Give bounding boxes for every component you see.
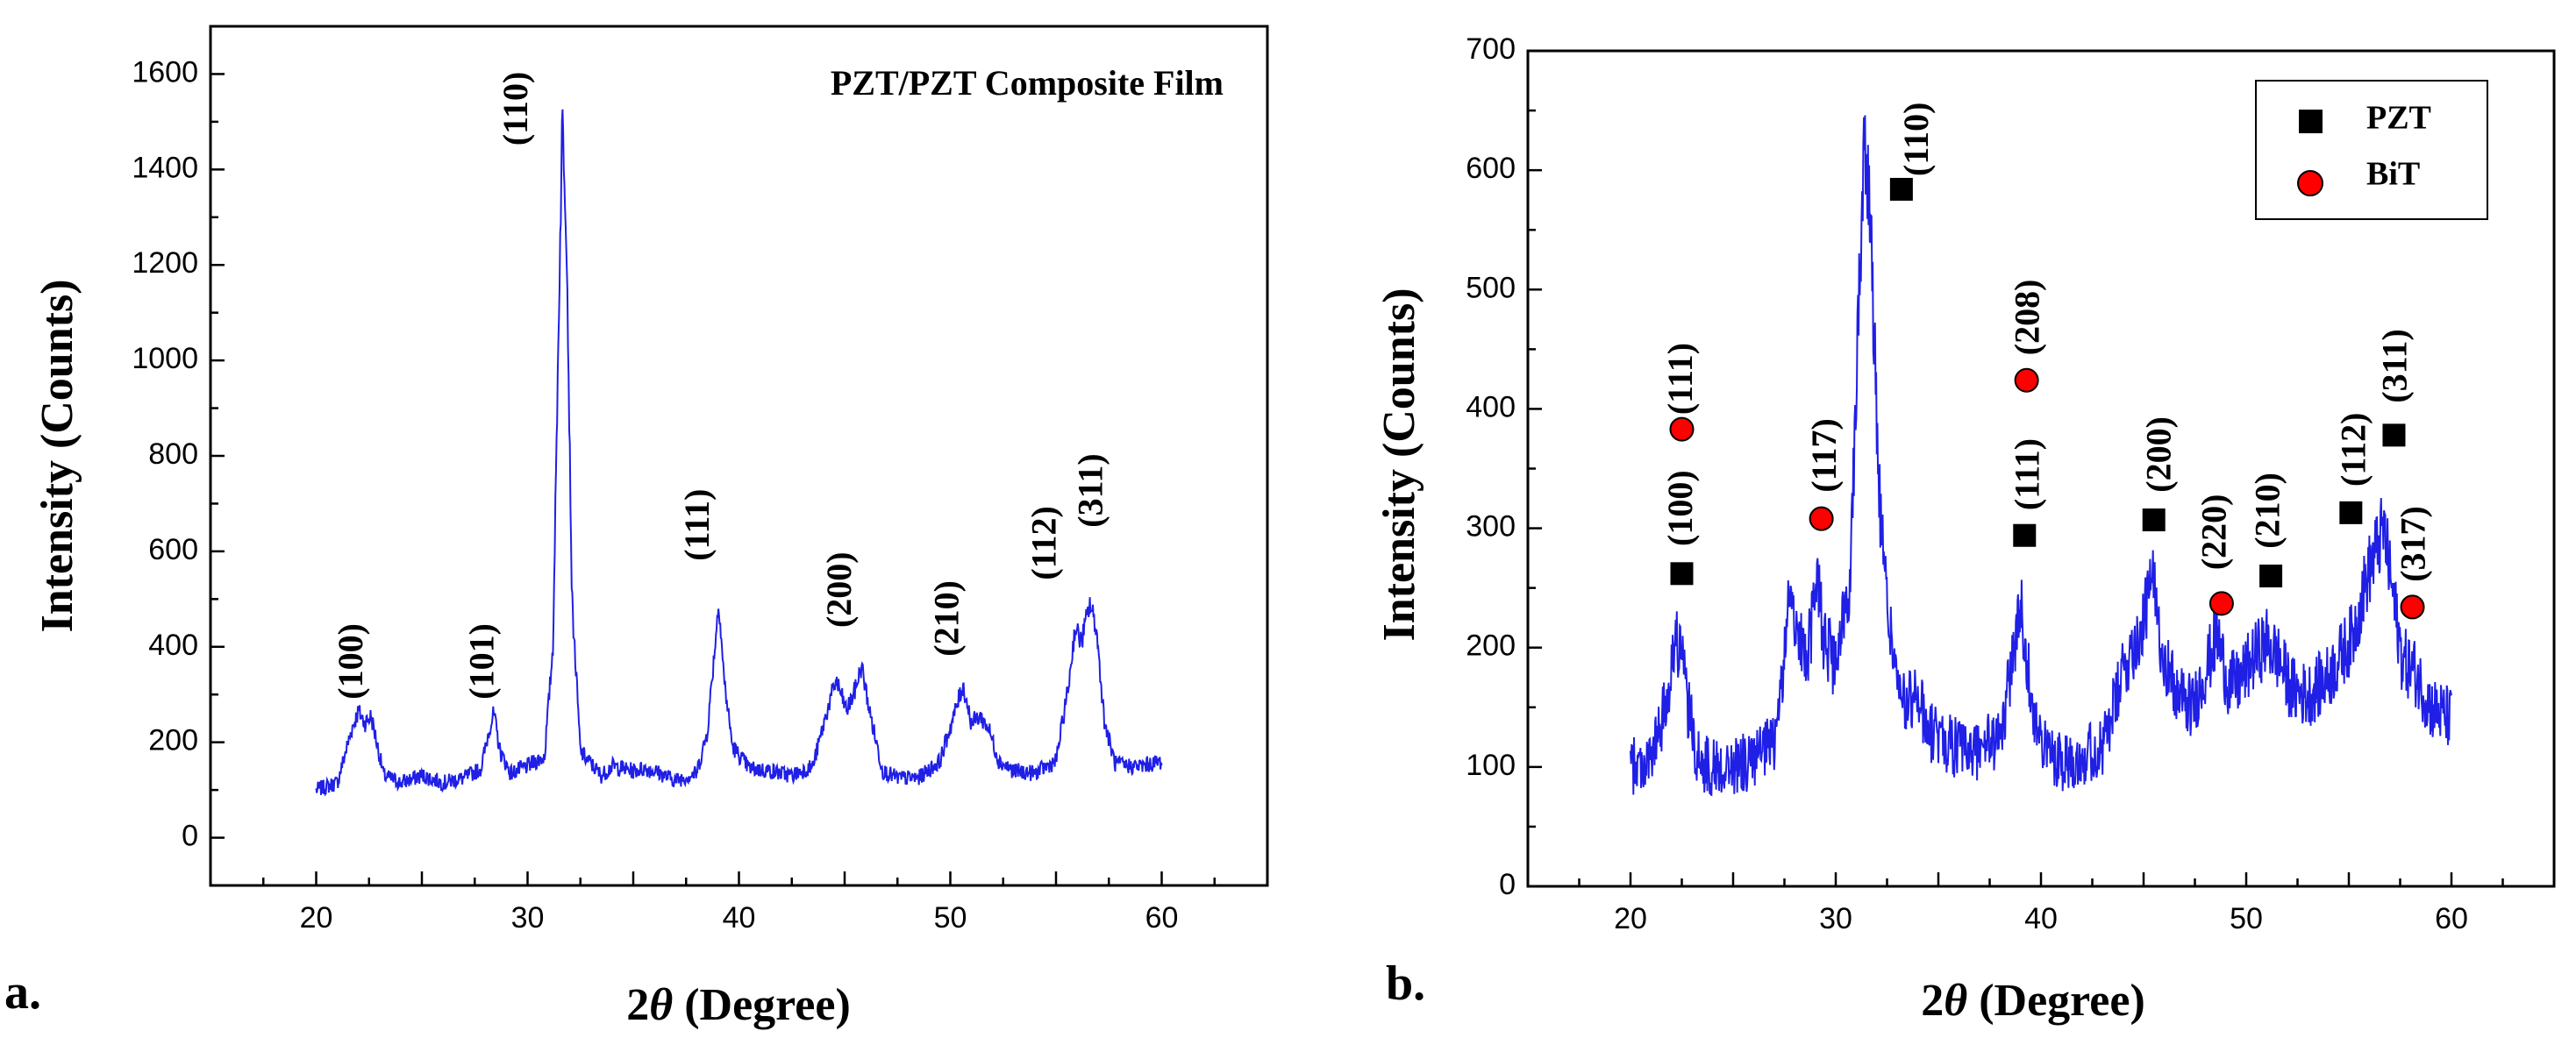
peak-label: (101) xyxy=(461,623,501,700)
peak-label: (112) xyxy=(1024,506,1064,579)
panel-a-x-axis: 20 30 40 50 60 xyxy=(209,871,1269,935)
pzt-square-marker xyxy=(2142,508,2166,532)
panel-b-x-axis: 20 30 40 50 60 xyxy=(1526,872,2556,935)
pzt-square-marker xyxy=(1670,562,1694,586)
peak-label: (317) xyxy=(2393,506,2432,582)
y-tick-label: 1200 xyxy=(132,246,198,280)
y-tick-label: 300 xyxy=(1466,510,1516,544)
x-tick-label: 40 xyxy=(2024,902,2058,935)
panel-a-y-label: Intensity (Counts) xyxy=(32,279,82,632)
y-tick-label: 600 xyxy=(148,533,198,566)
x-tick-label: 50 xyxy=(934,901,967,935)
peak-label: (117) xyxy=(1804,418,1844,492)
bit-circle-marker xyxy=(1809,506,1834,531)
y-tick-label: 1000 xyxy=(132,342,198,375)
x-tick-label: 40 xyxy=(723,901,756,935)
panel-a-y-axis: 0 200 400 600 800 1000 1200 1400 1600 xyxy=(132,25,225,887)
panel-b-peak-labels: (100) (111) (117) (110) (111) (208) (200) (220)… xyxy=(1660,103,2432,582)
panel-b-x-label: 2θ (Degree) xyxy=(1921,976,2145,1026)
bit-circle-marker xyxy=(2209,591,2234,616)
x-tick-label: 30 xyxy=(1819,902,1852,935)
pzt-square-marker xyxy=(2259,565,2283,588)
y-tick-label: 400 xyxy=(1466,390,1516,423)
panel-b-phase-markers xyxy=(1669,177,2425,620)
peak-label: (111) xyxy=(1660,343,1700,415)
legend-box xyxy=(2255,80,2488,220)
y-tick-label: 0 xyxy=(182,820,198,853)
panel-b-x-label-suffix: (Degree) xyxy=(1967,976,2145,1026)
legend-pzt-label: PZT xyxy=(2366,100,2431,137)
peak-label: (208) xyxy=(2007,280,2046,356)
panel-a-label: a. xyxy=(4,965,41,1020)
peak-label: (100) xyxy=(331,623,370,700)
y-tick-label: 200 xyxy=(148,724,198,757)
peak-label: (200) xyxy=(819,551,859,628)
panel-a-x-label-theta: θ xyxy=(649,980,673,1030)
pzt-square-marker xyxy=(2339,501,2363,524)
panel-a-series-line xyxy=(315,109,1163,797)
y-tick-label: 100 xyxy=(1466,749,1516,782)
pzt-square-marker xyxy=(1889,177,1913,201)
peak-label: (111) xyxy=(677,489,717,561)
y-tick-label: 0 xyxy=(1499,868,1516,901)
peak-label: (311) xyxy=(1071,453,1110,527)
x-tick-label: 50 xyxy=(2230,902,2263,935)
panel-a-x-label: 2θ (Degree) xyxy=(626,980,851,1030)
panel-a-x-label-suffix: (Degree) xyxy=(673,980,851,1030)
peak-label: (112) xyxy=(2334,413,2373,487)
bit-circle-marker xyxy=(2014,367,2039,393)
x-tick-label: 20 xyxy=(1614,902,1647,935)
x-tick-label: 60 xyxy=(1145,901,1179,935)
panel-a: 0 200 400 600 800 1000 1200 1400 1600 20 30 40 50 60… xyxy=(4,25,1269,1030)
peak-label: (100) xyxy=(1660,470,1700,546)
legend-bit-label: BiT xyxy=(2366,156,2420,193)
legend-pzt-square-icon xyxy=(2299,110,2323,133)
panel-b-y-axis: 0 100 200 300 400 500 600 700 xyxy=(1466,32,1542,901)
pzt-square-marker xyxy=(2382,423,2406,447)
panel-a-peak-labels: (100) (101) (110) (111) (200) (210) (112)(311) xyxy=(331,72,1110,700)
y-tick-label: 700 xyxy=(1466,32,1516,66)
y-tick-label: 1400 xyxy=(132,151,198,184)
panel-a-title: PZT/PZT Composite Film xyxy=(831,63,1224,103)
x-tick-label: 30 xyxy=(511,901,545,935)
y-tick-label: 600 xyxy=(1466,152,1516,185)
panel-b-series-line xyxy=(1630,115,2452,797)
peak-label: (311) xyxy=(2374,329,2414,402)
y-tick-label: 200 xyxy=(1466,629,1516,663)
legend-bit-circle-icon xyxy=(2297,170,2323,196)
peak-label: (200) xyxy=(2138,416,2178,493)
bit-circle-marker xyxy=(1669,416,1695,442)
peak-label: (110) xyxy=(1896,103,1936,176)
bit-circle-marker xyxy=(2400,594,2425,620)
panel-a-x-label-prefix: 2 xyxy=(626,980,649,1030)
x-tick-label: 20 xyxy=(300,901,333,935)
peak-label: (210) xyxy=(2247,473,2287,549)
peak-label: (220) xyxy=(2194,494,2233,571)
y-tick-label: 400 xyxy=(148,629,198,662)
panel-b-x-label-theta: θ xyxy=(1944,976,1967,1026)
peak-label: (111) xyxy=(2008,438,2047,510)
y-tick-label: 800 xyxy=(148,437,198,471)
panel-b-y-label: Intensity (Counts) xyxy=(1374,288,1424,641)
panel-b-legend: PZT BiT xyxy=(2255,80,2488,220)
peak-label: (110) xyxy=(496,72,535,146)
panel-b-x-label-prefix: 2 xyxy=(1921,976,1944,1026)
peak-label: (210) xyxy=(927,580,967,657)
y-tick-label: 500 xyxy=(1466,271,1516,304)
pzt-square-marker xyxy=(2013,523,2037,547)
x-tick-label: 60 xyxy=(2435,902,2468,935)
panel-b-label: b. xyxy=(1386,956,1425,1011)
y-tick-label: 1600 xyxy=(132,55,198,89)
